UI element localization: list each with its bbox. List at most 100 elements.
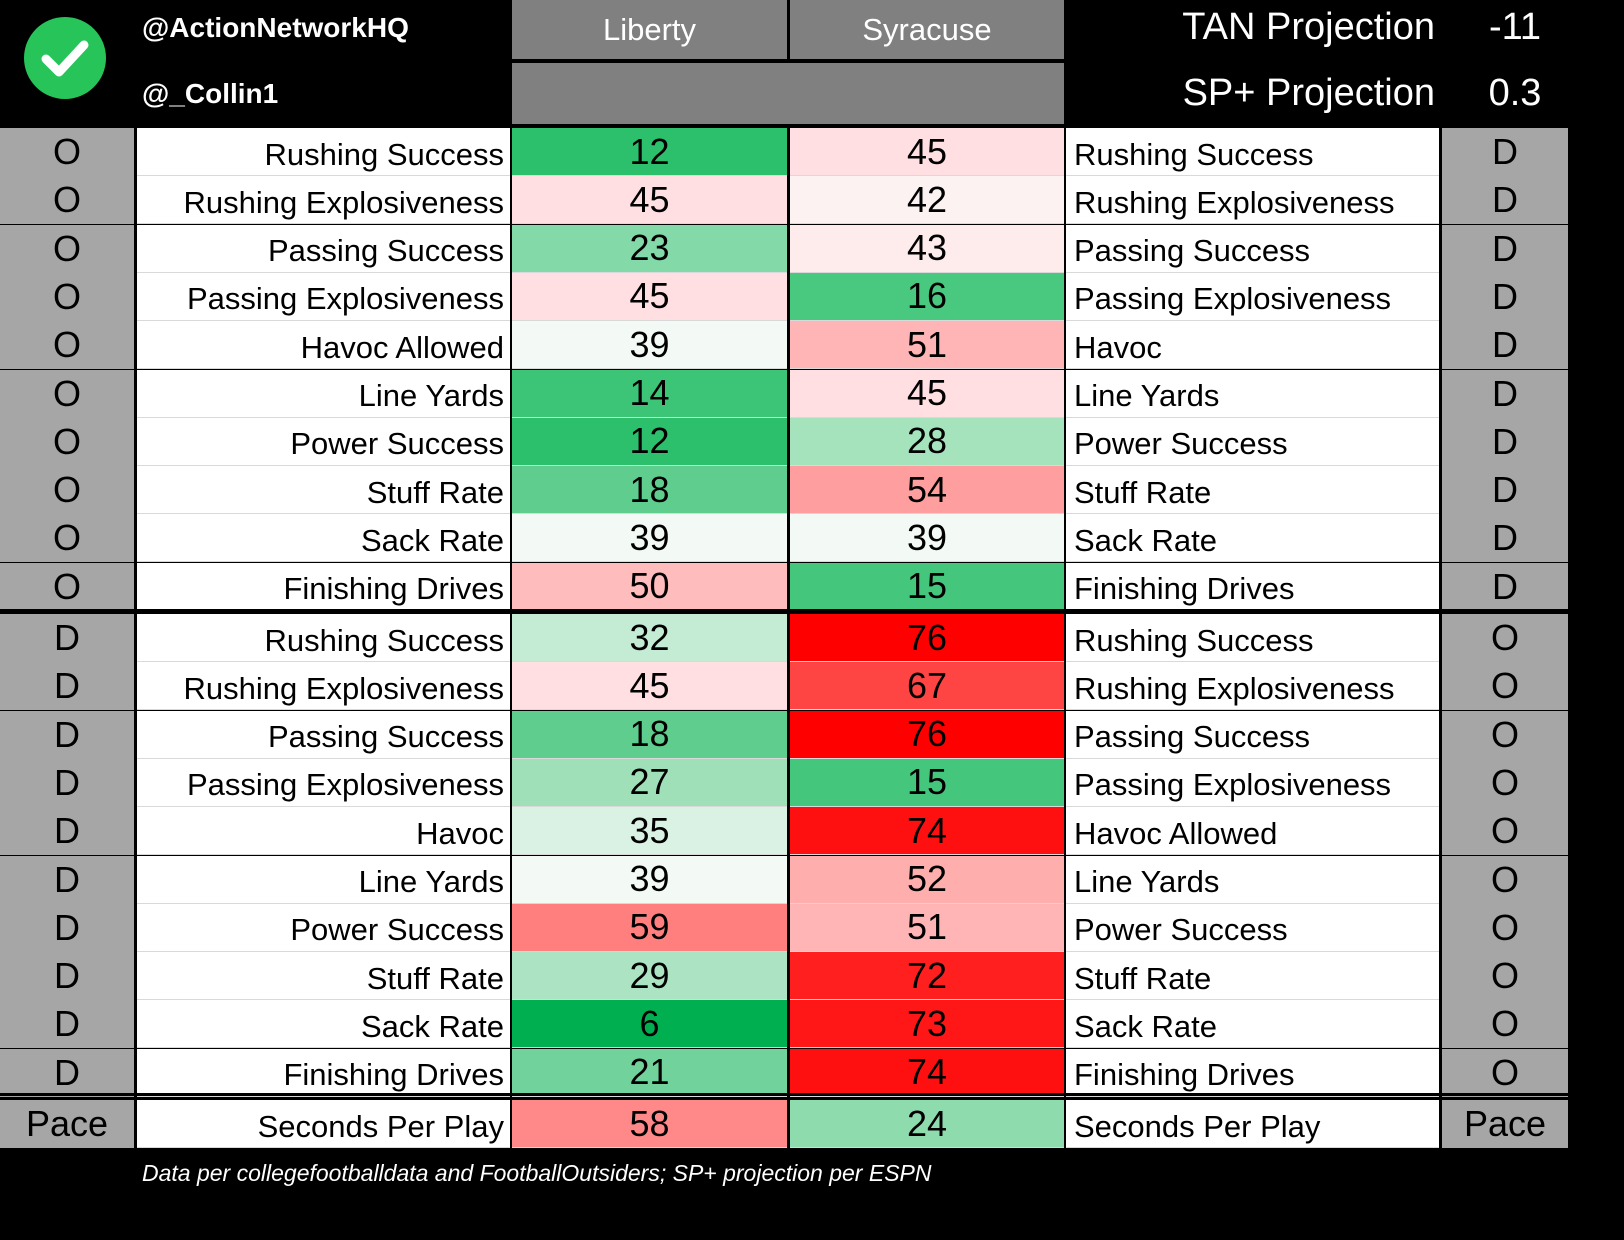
stat-value-right: 74 bbox=[790, 807, 1064, 856]
stat-value-left: 45 bbox=[512, 272, 787, 321]
table-row: D Stuff Rate 29 72 Stuff Rate O bbox=[0, 952, 1568, 1001]
sp-projection-value: 0.3 bbox=[1488, 72, 1542, 114]
stat-label-left: Passing Explosiveness bbox=[137, 758, 510, 807]
header-gray-bar bbox=[512, 63, 1064, 124]
unit-right: D bbox=[1442, 224, 1568, 273]
stat-value-left: 12 bbox=[512, 128, 787, 176]
stat-value-left: 18 bbox=[512, 710, 787, 759]
stat-label-right: Seconds Per Play bbox=[1066, 1100, 1439, 1148]
stat-value-left: 32 bbox=[512, 614, 787, 662]
matchup-sheet: @ActionNetworkHQ @_Collin1 Liberty Syrac… bbox=[0, 0, 1568, 1186]
table-row: D Sack Rate 6 73 Sack Rate O bbox=[0, 1000, 1568, 1049]
stat-label-left: Rushing Success bbox=[137, 128, 510, 176]
stat-label-left: Line Yards bbox=[137, 369, 510, 418]
table-row: O Rushing Explosiveness 45 42 Rushing Explos… bbox=[0, 176, 1568, 225]
unit-right: D bbox=[1442, 417, 1568, 466]
unit-right: D bbox=[1442, 272, 1568, 321]
stat-value-left: 39 bbox=[512, 855, 787, 904]
unit-left: O bbox=[0, 466, 134, 515]
stat-label-left: Stuff Rate bbox=[137, 952, 510, 1001]
stat-label-left: Finishing Drives bbox=[137, 1048, 510, 1097]
stat-value-left: 29 bbox=[512, 952, 787, 1001]
table-row: D Passing Success 18 76 Passing Success O bbox=[0, 710, 1568, 759]
stat-value-left: 58 bbox=[512, 1100, 787, 1148]
sp-projection-label: SP+ Projection bbox=[1182, 72, 1435, 114]
unit-left: D bbox=[0, 952, 134, 1001]
stat-label-right: Passing Explosiveness bbox=[1066, 758, 1439, 807]
table-row: D Rushing Explosiveness 45 67 Rushing Explos… bbox=[0, 662, 1568, 711]
stat-label-right: Stuff Rate bbox=[1066, 466, 1439, 515]
stat-value-right: 15 bbox=[790, 562, 1064, 611]
unit-left: D bbox=[0, 662, 134, 711]
stat-label-left: Power Success bbox=[137, 417, 510, 466]
unit-right: O bbox=[1442, 662, 1568, 711]
unit-right: O bbox=[1442, 614, 1568, 662]
unit-right: O bbox=[1442, 1000, 1568, 1049]
stat-value-right: 45 bbox=[790, 369, 1064, 418]
table-row: O Passing Explosiveness 45 16 Passing Explos… bbox=[0, 272, 1568, 321]
stat-label-left: Line Yards bbox=[137, 855, 510, 904]
unit-right: O bbox=[1442, 807, 1568, 856]
table-row: D Power Success 59 51 Power Success O bbox=[0, 903, 1568, 952]
unit-left: O bbox=[0, 128, 134, 176]
unit-left: D bbox=[0, 903, 134, 952]
team-left-header: Liberty bbox=[512, 0, 787, 59]
table-row: O Line Yards 14 45 Line Yards D bbox=[0, 369, 1568, 418]
table-row: O Power Success 12 28 Power Success D bbox=[0, 417, 1568, 466]
stat-value-right: 15 bbox=[790, 758, 1064, 807]
unit-left: O bbox=[0, 272, 134, 321]
unit-right: O bbox=[1442, 952, 1568, 1001]
table-row: Pace Seconds Per Play 58 24 Seconds Per Play… bbox=[0, 1100, 1568, 1148]
unit-left: O bbox=[0, 417, 134, 466]
stat-value-right: 39 bbox=[790, 514, 1064, 563]
stat-value-left: 35 bbox=[512, 807, 787, 856]
stat-value-left: 59 bbox=[512, 903, 787, 952]
unit-right: O bbox=[1442, 710, 1568, 759]
table-row: D Passing Explosiveness 27 15 Passing Explos… bbox=[0, 758, 1568, 807]
stat-label-right: Passing Success bbox=[1066, 224, 1439, 273]
stat-label-right: Rushing Success bbox=[1066, 614, 1439, 662]
stat-label-right: Sack Rate bbox=[1066, 1000, 1439, 1049]
stat-value-left: 23 bbox=[512, 224, 787, 273]
stat-label-left: Rushing Explosiveness bbox=[137, 176, 510, 225]
table-row: O Stuff Rate 18 54 Stuff Rate D bbox=[0, 466, 1568, 515]
unit-left: O bbox=[0, 369, 134, 418]
stat-label-right: Havoc bbox=[1066, 321, 1439, 370]
stat-label-right: Passing Explosiveness bbox=[1066, 272, 1439, 321]
stat-value-right: 76 bbox=[790, 710, 1064, 759]
stat-value-left: 27 bbox=[512, 758, 787, 807]
stat-label-left: Havoc bbox=[137, 807, 510, 856]
stat-value-right: 72 bbox=[790, 952, 1064, 1001]
stat-value-right: 74 bbox=[790, 1048, 1064, 1097]
stat-label-right: Rushing Explosiveness bbox=[1066, 662, 1439, 711]
stat-value-right: 42 bbox=[790, 176, 1064, 225]
section-divider bbox=[0, 1093, 1568, 1096]
section-divider bbox=[0, 608, 1568, 612]
stat-value-right: 54 bbox=[790, 466, 1064, 515]
stat-label-right: Havoc Allowed bbox=[1066, 807, 1439, 856]
footnote: Data per collegefootballdata and Footbal… bbox=[142, 1160, 932, 1186]
stat-value-left: 39 bbox=[512, 321, 787, 370]
stat-label-left: Passing Explosiveness bbox=[137, 272, 510, 321]
stat-label-left: Seconds Per Play bbox=[137, 1100, 510, 1148]
unit-left: D bbox=[0, 1048, 134, 1097]
stat-value-left: 45 bbox=[512, 176, 787, 225]
table-row: D Line Yards 39 52 Line Yards O bbox=[0, 855, 1568, 904]
stat-label-right: Line Yards bbox=[1066, 369, 1439, 418]
stat-label-left: Rushing Success bbox=[137, 614, 510, 662]
unit-left: Pace bbox=[0, 1100, 134, 1148]
table-row: O Sack Rate 39 39 Sack Rate D bbox=[0, 514, 1568, 563]
tan-projection-label: TAN Projection bbox=[1182, 6, 1435, 48]
stat-value-right: 73 bbox=[790, 1000, 1064, 1049]
stat-label-left: Sack Rate bbox=[137, 514, 510, 563]
stat-label-right: Finishing Drives bbox=[1066, 562, 1439, 611]
table-row: D Havoc 35 74 Havoc Allowed O bbox=[0, 807, 1568, 856]
unit-right: D bbox=[1442, 466, 1568, 515]
unit-left: D bbox=[0, 807, 134, 856]
unit-left: D bbox=[0, 614, 134, 662]
stat-label-right: Stuff Rate bbox=[1066, 952, 1439, 1001]
stat-value-left: 50 bbox=[512, 562, 787, 611]
stat-label-right: Rushing Explosiveness bbox=[1066, 176, 1439, 225]
stat-value-right: 28 bbox=[790, 417, 1064, 466]
stat-label-left: Rushing Explosiveness bbox=[137, 662, 510, 711]
